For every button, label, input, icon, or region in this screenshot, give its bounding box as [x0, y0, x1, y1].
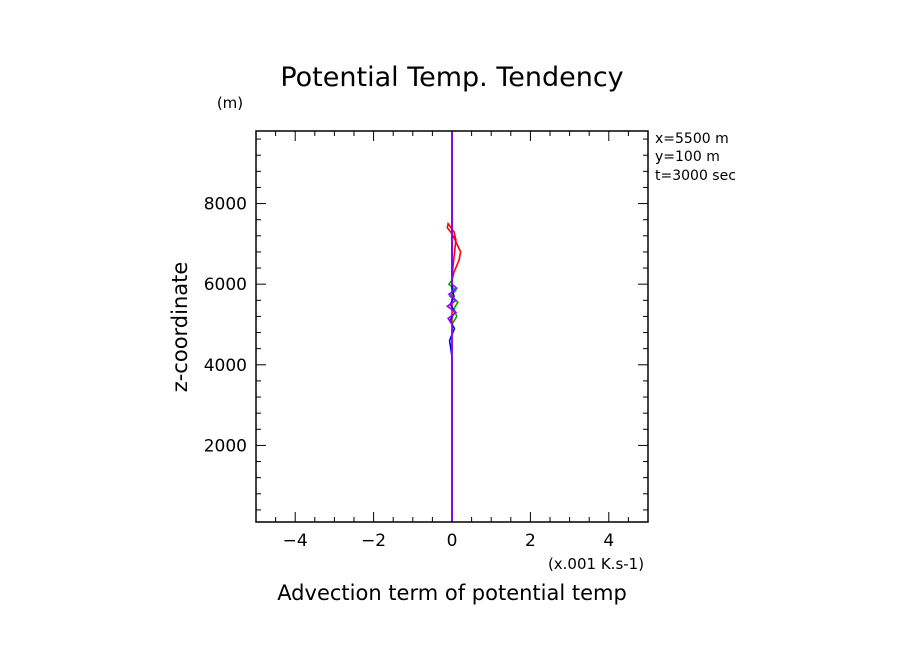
- annotation-block: x=5500 m y=100 m t=3000 sec: [655, 131, 736, 184]
- x-tick-label: −2: [361, 531, 386, 551]
- x-tick-label: 2: [525, 531, 536, 551]
- x-tick-label: 0: [447, 531, 458, 551]
- y-tick-label: 6000: [204, 275, 247, 295]
- y-tick-label: 2000: [204, 436, 247, 456]
- chart-title: Potential Temp. Tendency: [280, 62, 623, 93]
- x-tick-label: 4: [603, 531, 614, 551]
- annotation-t: t=3000 sec: [655, 168, 736, 184]
- annotation-x: x=5500 m: [655, 131, 729, 147]
- series-line-3: [448, 131, 456, 522]
- annotation-y: y=100 m: [655, 149, 720, 165]
- x-axis-label: Advection term of potential temp: [277, 581, 627, 605]
- series-line-4: [445, 131, 458, 522]
- data-series: [445, 131, 462, 522]
- x-units-label: (x.001 K.s-1): [548, 555, 644, 573]
- y-units-label: (m): [217, 94, 243, 112]
- plot-frame: [255, 130, 649, 523]
- x-tick-label: −4: [283, 531, 308, 551]
- tick-labels: −4 −2 0 2 4 2000 4000 6000 8000: [204, 195, 614, 551]
- axis-ticks: [255, 131, 649, 522]
- y-axis-label: z-coordinate: [168, 262, 192, 393]
- y-tick-label: 8000: [204, 195, 247, 215]
- y-tick-label: 4000: [204, 356, 247, 376]
